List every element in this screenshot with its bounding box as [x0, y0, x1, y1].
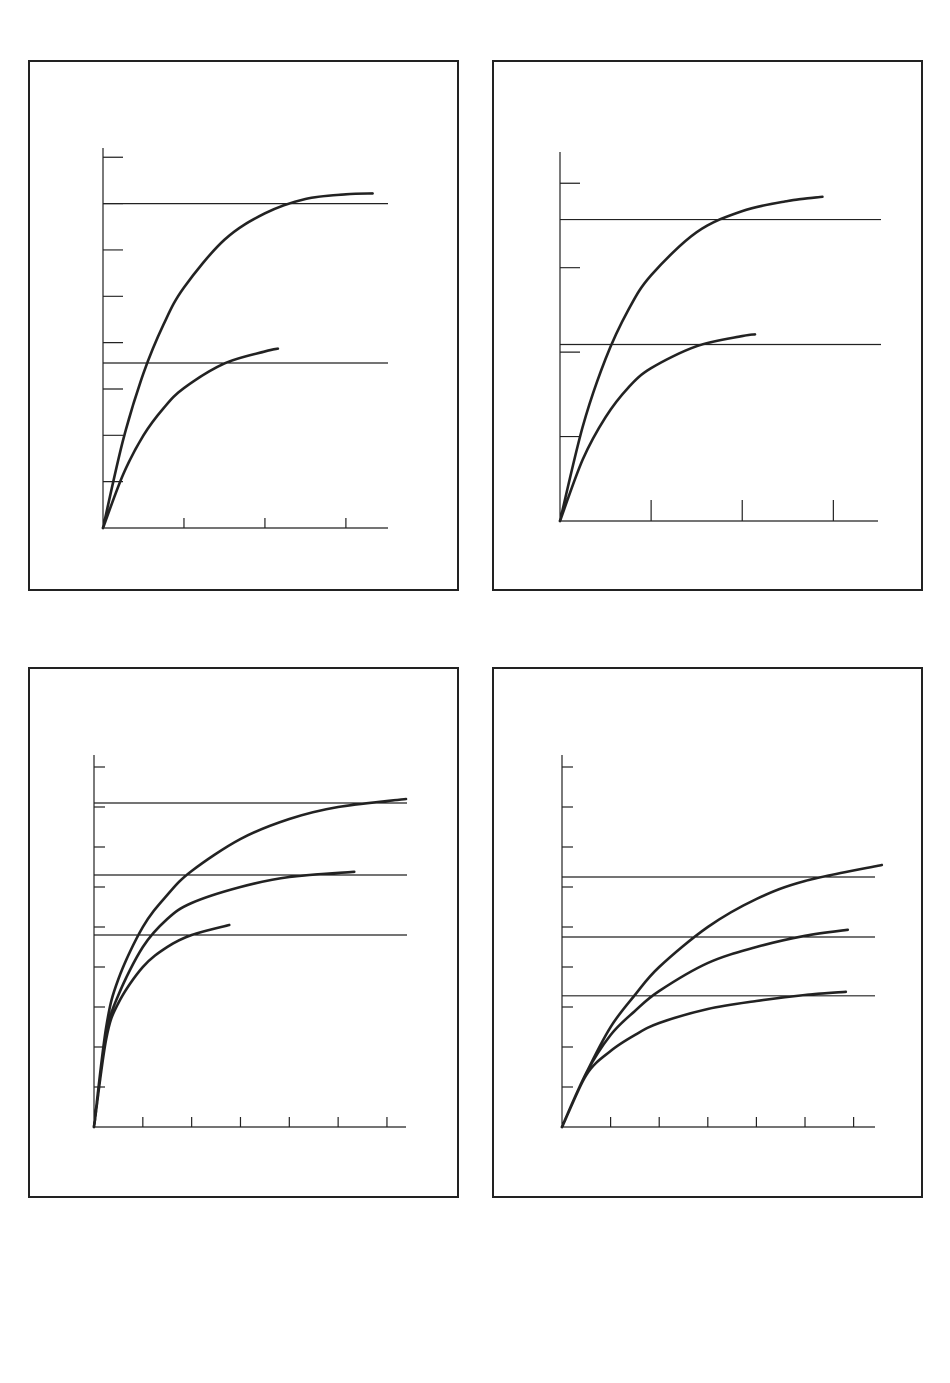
panel-frame — [492, 60, 923, 591]
curve — [92, 923, 231, 1129]
curve — [560, 990, 848, 1129]
curve — [560, 928, 850, 1129]
chart-panel — [492, 667, 923, 1198]
curve — [558, 195, 824, 523]
panel-frame — [28, 667, 459, 1198]
curve — [101, 347, 280, 530]
chart-panel — [28, 667, 459, 1198]
curve — [92, 870, 356, 1129]
panel-frame — [28, 60, 459, 591]
chart-panel — [28, 60, 459, 591]
curve — [558, 333, 757, 523]
chart-panel — [492, 60, 923, 591]
panel-frame — [492, 667, 923, 1198]
curve — [92, 797, 408, 1129]
curve — [101, 192, 374, 530]
